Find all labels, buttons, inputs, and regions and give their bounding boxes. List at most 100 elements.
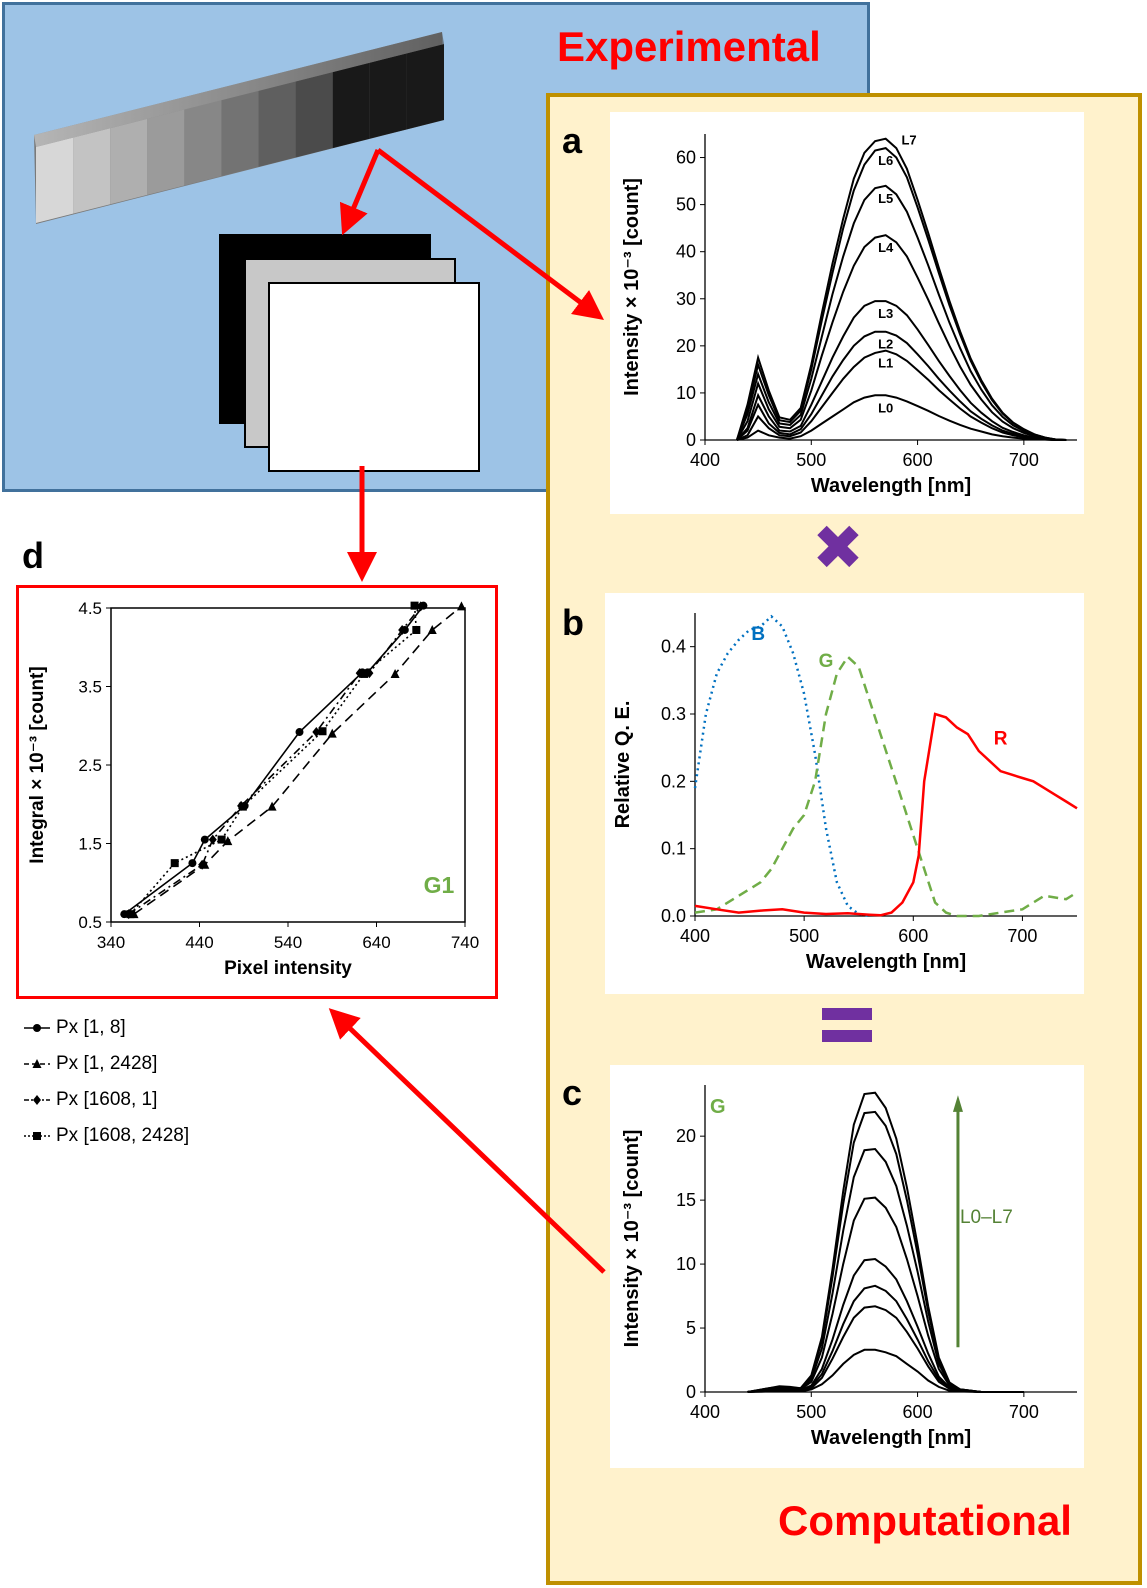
legend-symbol xyxy=(24,1095,50,1105)
marker-triangle xyxy=(267,801,277,811)
chart-c-channel-label: G xyxy=(710,1096,726,1118)
x-tick-label: 700 xyxy=(1009,450,1039,470)
x-tick-label: 640 xyxy=(362,933,390,952)
x-tick-label: 600 xyxy=(903,1402,933,1422)
marker-circle xyxy=(295,728,304,737)
x-tick-label: 400 xyxy=(680,926,710,946)
arrow-wedge-to-images xyxy=(339,149,381,236)
series-label-L1: L1 xyxy=(878,356,893,371)
series-line-L0 xyxy=(736,394,1067,441)
series-line-B xyxy=(693,614,870,918)
x-axis-label: Wavelength [nm] xyxy=(811,1427,971,1449)
marker-circle xyxy=(188,859,197,868)
step-wedge-step xyxy=(221,90,259,177)
marker-triangle xyxy=(327,728,337,738)
legend-label: Px [1608, 1] xyxy=(56,1089,158,1110)
series-line-L1 xyxy=(736,349,1067,441)
series-label-L4: L4 xyxy=(878,240,894,255)
series-label-L6: L6 xyxy=(878,153,893,168)
chart-b: 400 500 600 700 0.0 0.1 0.2 0.3 0.4 Wavelength [n… xyxy=(612,613,1078,973)
legend-item: Px [1608, 2428] xyxy=(22,1118,189,1154)
x-tick-label: 500 xyxy=(796,1402,826,1422)
series-label-B: B xyxy=(751,624,765,645)
legend-symbol xyxy=(24,1059,50,1068)
y-tick-label: 5 xyxy=(686,1318,696,1338)
step-wedge-edge xyxy=(34,32,444,147)
y-tick-label: 0.1 xyxy=(661,839,686,859)
x-tick-label: 500 xyxy=(789,926,819,946)
legend-label: Px [1, 8] xyxy=(56,1017,126,1038)
marker-square xyxy=(238,802,247,811)
y-tick-label: 3.5 xyxy=(78,678,102,697)
x-tick-label: 500 xyxy=(796,450,826,470)
chart-d-legend: Px [1, 8] Px [1, 2428] Px [1608, 1] Px [160… xyxy=(22,1010,189,1154)
computational-title: Computational xyxy=(778,1497,1072,1544)
series-line-L7 xyxy=(735,137,1067,441)
multiply-operator: ✖ xyxy=(812,514,864,583)
marker-square xyxy=(412,625,421,634)
marker-square xyxy=(126,910,135,919)
series-line-G xyxy=(694,654,1078,918)
arrow-computed-to-calibration xyxy=(328,1008,606,1274)
legend-label: Px [1608, 2428] xyxy=(56,1125,190,1146)
series-label-L3: L3 xyxy=(878,306,893,321)
step-wedge-step xyxy=(184,100,222,186)
marker-diamond xyxy=(312,727,321,738)
x-axis-label: Wavelength [nm] xyxy=(811,475,971,497)
step-wedge-step xyxy=(36,137,74,223)
step-wedge-illustration xyxy=(34,32,444,224)
step-wedge-step xyxy=(406,44,444,130)
x-tick-label: 600 xyxy=(903,450,933,470)
marker-diamond xyxy=(198,859,207,870)
series-line xyxy=(129,605,418,915)
marker-square xyxy=(360,669,369,678)
marker-triangle xyxy=(32,1059,42,1068)
marker-triangle xyxy=(427,624,437,634)
x-tick-label: 600 xyxy=(898,926,928,946)
x-tick-label: 700 xyxy=(1009,1402,1039,1422)
series-label-L7: L7 xyxy=(901,133,916,148)
series-label-L0: L0 xyxy=(878,400,893,415)
y-tick-label: 10 xyxy=(676,1254,696,1274)
series-label-G: G xyxy=(819,651,834,672)
step-wedge-step xyxy=(295,72,333,158)
step-wedge-step xyxy=(110,118,148,205)
panel-d-letter: d xyxy=(22,535,44,576)
series-line-L4 xyxy=(736,234,1067,441)
x-axis-label: Pixel intensity xyxy=(224,958,352,979)
series-label-R: R xyxy=(994,728,1008,749)
panel-c-letter: c xyxy=(562,1072,583,1113)
y-tick-label: 10 xyxy=(676,383,696,403)
marker-square xyxy=(170,859,179,868)
marker-triangle xyxy=(456,601,466,611)
x-axis-label: Wavelength [nm] xyxy=(806,951,966,973)
marker-circle xyxy=(120,910,129,919)
chart-a: 400 500 600 700 0 10 20 30 40 50 60 Wavelength [nm]… xyxy=(621,133,1077,497)
y-tick-label: 60 xyxy=(676,148,696,168)
image-frame-white xyxy=(268,282,480,472)
y-tick-label: 40 xyxy=(676,242,696,262)
x-tick-label: 340 xyxy=(97,933,125,952)
marker-square xyxy=(410,601,419,610)
marker-diamond xyxy=(416,601,425,612)
marker-circle xyxy=(33,1024,41,1032)
series-label-L5: L5 xyxy=(878,191,893,206)
y-tick-label: 15 xyxy=(676,1190,696,1210)
chart-d-title: G1 xyxy=(424,872,455,898)
panel-d-box: 340 440 540 640 740 0.5 1.5 2.5 3.5 4.5 Pixel inte… xyxy=(16,585,498,999)
marker-diamond xyxy=(208,834,217,845)
step-wedge-step xyxy=(73,128,111,214)
equals-operator xyxy=(822,1008,872,1042)
marker-square xyxy=(33,1132,41,1140)
experimental-title: Experimental xyxy=(557,23,821,70)
y-tick-label: 0 xyxy=(686,430,696,450)
y-tick-label: 0.5 xyxy=(78,913,102,932)
panel-b-letter: b xyxy=(562,602,584,643)
y-tick-label: 0.2 xyxy=(661,771,686,791)
legend-item: Px [1608, 1] xyxy=(22,1082,189,1118)
series-label-L2: L2 xyxy=(878,337,893,352)
y-tick-label: 2.5 xyxy=(78,756,102,775)
y-tick-label: 0.4 xyxy=(661,637,686,657)
marker-triangle xyxy=(390,668,400,678)
marker-square xyxy=(318,727,327,736)
